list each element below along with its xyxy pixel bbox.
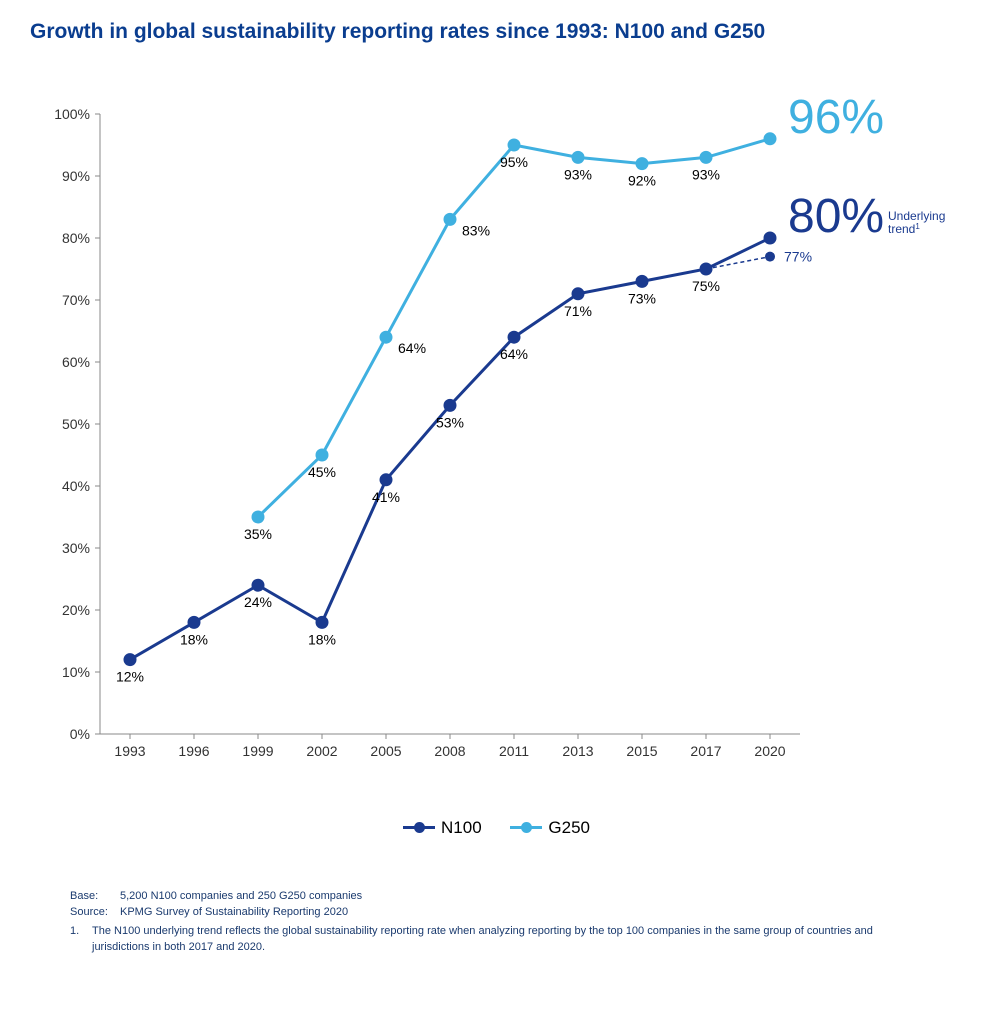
legend-label-g250: G250 — [548, 818, 590, 838]
legend-item-g250: G250 — [510, 818, 590, 838]
svg-text:2017: 2017 — [690, 743, 721, 759]
svg-text:80%: 80% — [788, 190, 884, 243]
svg-text:64%: 64% — [398, 340, 426, 356]
legend-swatch-g250 — [510, 826, 542, 829]
chart-plot-area: 0% 10% 20% 30% 40% 50% 60% 70% 80% 90% 100% 1993 199… — [30, 94, 950, 794]
svg-text:2020: 2020 — [754, 743, 785, 759]
chart-legend: N100 G250 — [30, 814, 963, 838]
svg-text:30%: 30% — [62, 540, 90, 556]
svg-text:2011: 2011 — [499, 743, 529, 759]
svg-text:70%: 70% — [62, 292, 90, 308]
chart-container: Growth in global sustainability reportin… — [0, 0, 983, 976]
svg-text:50%: 50% — [62, 416, 90, 432]
svg-text:95%: 95% — [500, 154, 528, 170]
legend-swatch-n100 — [403, 826, 435, 829]
svg-text:2005: 2005 — [370, 743, 401, 759]
svg-text:93%: 93% — [692, 166, 720, 182]
chart-footnotes: Base: 5,200 N100 companies and 250 G250 … — [70, 888, 920, 956]
svg-text:18%: 18% — [180, 631, 208, 647]
svg-text:90%: 90% — [62, 168, 90, 184]
svg-text:35%: 35% — [244, 526, 272, 542]
svg-text:73%: 73% — [628, 290, 656, 306]
svg-text:93%: 93% — [564, 166, 592, 182]
svg-text:80%: 80% — [62, 230, 90, 246]
svg-text:1996: 1996 — [178, 743, 209, 759]
svg-text:64%: 64% — [500, 346, 528, 362]
footnote-source-label: Source: — [70, 904, 120, 921]
footnote-1-num: 1. — [70, 923, 92, 956]
svg-text:92%: 92% — [628, 173, 656, 189]
svg-text:75%: 75% — [692, 278, 720, 294]
line-chart-svg: 0% 10% 20% 30% 40% 50% 60% 70% 80% 90% 100% 1993 199… — [30, 94, 950, 794]
legend-item-n100: N100 — [403, 818, 482, 838]
svg-text:96%: 96% — [788, 94, 884, 144]
footnote-1-text: The N100 underlying trend reflects the g… — [92, 923, 920, 956]
svg-text:0%: 0% — [70, 726, 90, 742]
svg-text:18%: 18% — [308, 631, 336, 647]
svg-text:2015: 2015 — [626, 743, 657, 759]
svg-text:20%: 20% — [62, 602, 90, 618]
svg-text:77%: 77% — [784, 249, 812, 265]
svg-text:12%: 12% — [116, 669, 144, 685]
svg-text:Underlyingtrend1: Underlyingtrend1 — [888, 209, 945, 236]
svg-text:45%: 45% — [308, 464, 336, 480]
chart-title: Growth in global sustainability reportin… — [30, 20, 963, 44]
svg-text:100%: 100% — [54, 106, 90, 122]
footnote-base-text: 5,200 N100 companies and 250 G250 compan… — [120, 888, 362, 905]
svg-text:60%: 60% — [62, 354, 90, 370]
svg-text:1993: 1993 — [114, 743, 145, 759]
svg-text:2002: 2002 — [306, 743, 337, 759]
svg-text:41%: 41% — [372, 489, 400, 505]
svg-text:24%: 24% — [244, 594, 272, 610]
svg-text:1999: 1999 — [242, 743, 273, 759]
footnote-base-label: Base: — [70, 888, 120, 905]
svg-text:40%: 40% — [62, 478, 90, 494]
svg-text:2013: 2013 — [562, 743, 593, 759]
svg-text:10%: 10% — [62, 664, 90, 680]
legend-label-n100: N100 — [441, 818, 482, 838]
footnote-source-text: KPMG Survey of Sustainability Reporting … — [120, 904, 348, 921]
svg-text:53%: 53% — [436, 414, 464, 430]
svg-text:2008: 2008 — [434, 743, 465, 759]
svg-text:83%: 83% — [462, 222, 490, 238]
svg-text:71%: 71% — [564, 303, 592, 319]
